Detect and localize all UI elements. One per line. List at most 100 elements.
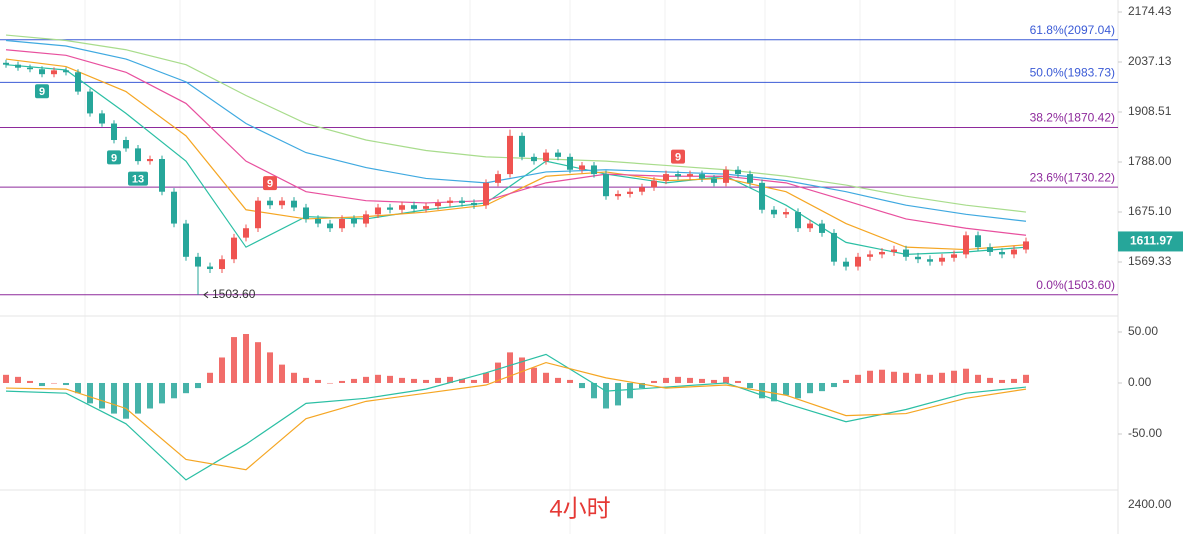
candle-body: [747, 174, 753, 183]
macd-bar: [867, 370, 873, 383]
candle-body: [15, 64, 21, 68]
low-arrow: [203, 291, 209, 299]
candle-body: [915, 256, 921, 260]
candle-body: [183, 223, 189, 257]
td-marker-label: 9: [111, 152, 117, 164]
macd-bar: [27, 380, 33, 383]
fib-label: 50.0%(1983.73): [1030, 66, 1115, 80]
moving-average: [5, 49, 1027, 236]
candle-body: [375, 207, 381, 215]
candle-body: [231, 237, 237, 260]
macd-bar: [1011, 378, 1017, 383]
macd-bar: [987, 377, 993, 383]
macd-bar: [303, 377, 309, 383]
macd-bar: [447, 376, 453, 383]
candle-body: [195, 256, 201, 267]
macd-bar: [399, 377, 405, 383]
candle-body: [615, 193, 621, 197]
candle-body: [207, 266, 213, 270]
candle-body: [519, 135, 525, 157]
macd-bar: [951, 370, 957, 383]
candle-body: [999, 251, 1005, 255]
macd-bar: [363, 376, 369, 383]
y-tick-label: 1908.51: [1128, 104, 1172, 118]
candle-body: [423, 206, 429, 209]
td-marker: [35, 84, 49, 99]
candle-body: [951, 254, 957, 258]
moving-average: [5, 58, 1027, 251]
candle-body: [759, 182, 765, 210]
macd-bar: [891, 371, 897, 383]
candle-body: [771, 209, 777, 215]
macd-bar: [339, 380, 345, 383]
y-tick-label: 1788.00: [1128, 154, 1172, 168]
price-badge-label: 1611.97: [1130, 234, 1173, 248]
td-marker-label: 13: [132, 173, 144, 185]
macd-bar: [471, 379, 477, 383]
macd-bar: [87, 382, 93, 404]
macd-bar: [63, 382, 69, 386]
td-marker-label: 9: [675, 152, 681, 164]
td-marker: [107, 150, 121, 165]
td-marker: [263, 176, 277, 191]
macd-bar: [687, 377, 693, 383]
macd-bar: [39, 382, 45, 387]
y-tick-label: 0.00: [1128, 375, 1152, 389]
moving-average: [5, 34, 1027, 213]
candle-body: [267, 200, 273, 206]
candle-body: [387, 207, 393, 210]
fib-label: 0.0%(1503.60): [1036, 278, 1115, 292]
y-tick-label: 1675.10: [1128, 204, 1172, 218]
td-marker: [128, 171, 148, 186]
candle-body: [87, 91, 93, 114]
candle-body: [63, 70, 69, 73]
candle-body: [315, 218, 321, 224]
candle-body: [219, 259, 225, 270]
fib-label: 38.2%(1870.42): [1030, 111, 1115, 125]
macd-bar: [999, 379, 1005, 383]
macd-bar: [879, 369, 885, 383]
candle-body: [723, 169, 729, 183]
macd-bar: [567, 379, 573, 383]
vertical-grid: [84, 0, 956, 534]
fib-label: 61.8%(2097.04): [1030, 23, 1115, 37]
candle-body: [663, 174, 669, 181]
candle-body: [591, 165, 597, 175]
candle-body: [903, 249, 909, 257]
candle-body: [687, 174, 693, 177]
macd-bar: [819, 382, 825, 392]
td-marker-label: 9: [39, 86, 45, 98]
candle-body: [39, 69, 45, 75]
candle-body: [3, 62, 9, 65]
candle-body: [831, 232, 837, 262]
macd-bar: [555, 377, 561, 383]
macd-bar: [507, 352, 513, 383]
macd-bar: [231, 337, 237, 383]
candle-body: [543, 152, 549, 162]
macd-bar: [639, 382, 645, 389]
macd-bar: [387, 375, 393, 383]
macd-bar: [543, 372, 549, 383]
macd-bar: [423, 379, 429, 383]
macd-bar: [495, 362, 501, 383]
candle-body: [171, 191, 177, 224]
candle-body: [75, 72, 81, 92]
macd-bar: [375, 374, 381, 383]
y-tick-label: -50.00: [1128, 426, 1162, 440]
candle-body: [783, 212, 789, 215]
candle-body: [339, 218, 345, 229]
macd-bar: [591, 382, 597, 399]
macd-bar: [795, 382, 801, 399]
y-tick-label: 2174.43: [1128, 4, 1172, 18]
macd-bar: [603, 382, 609, 409]
candle-body: [975, 235, 981, 248]
macd-bar: [255, 342, 261, 383]
td-marker-label: 9: [267, 178, 273, 190]
macd-bar: [459, 378, 465, 383]
candle-body: [879, 251, 885, 255]
candle-body: [987, 247, 993, 252]
macd-bar: [723, 376, 729, 383]
candle-body: [471, 202, 477, 206]
candle-body: [1011, 249, 1017, 255]
